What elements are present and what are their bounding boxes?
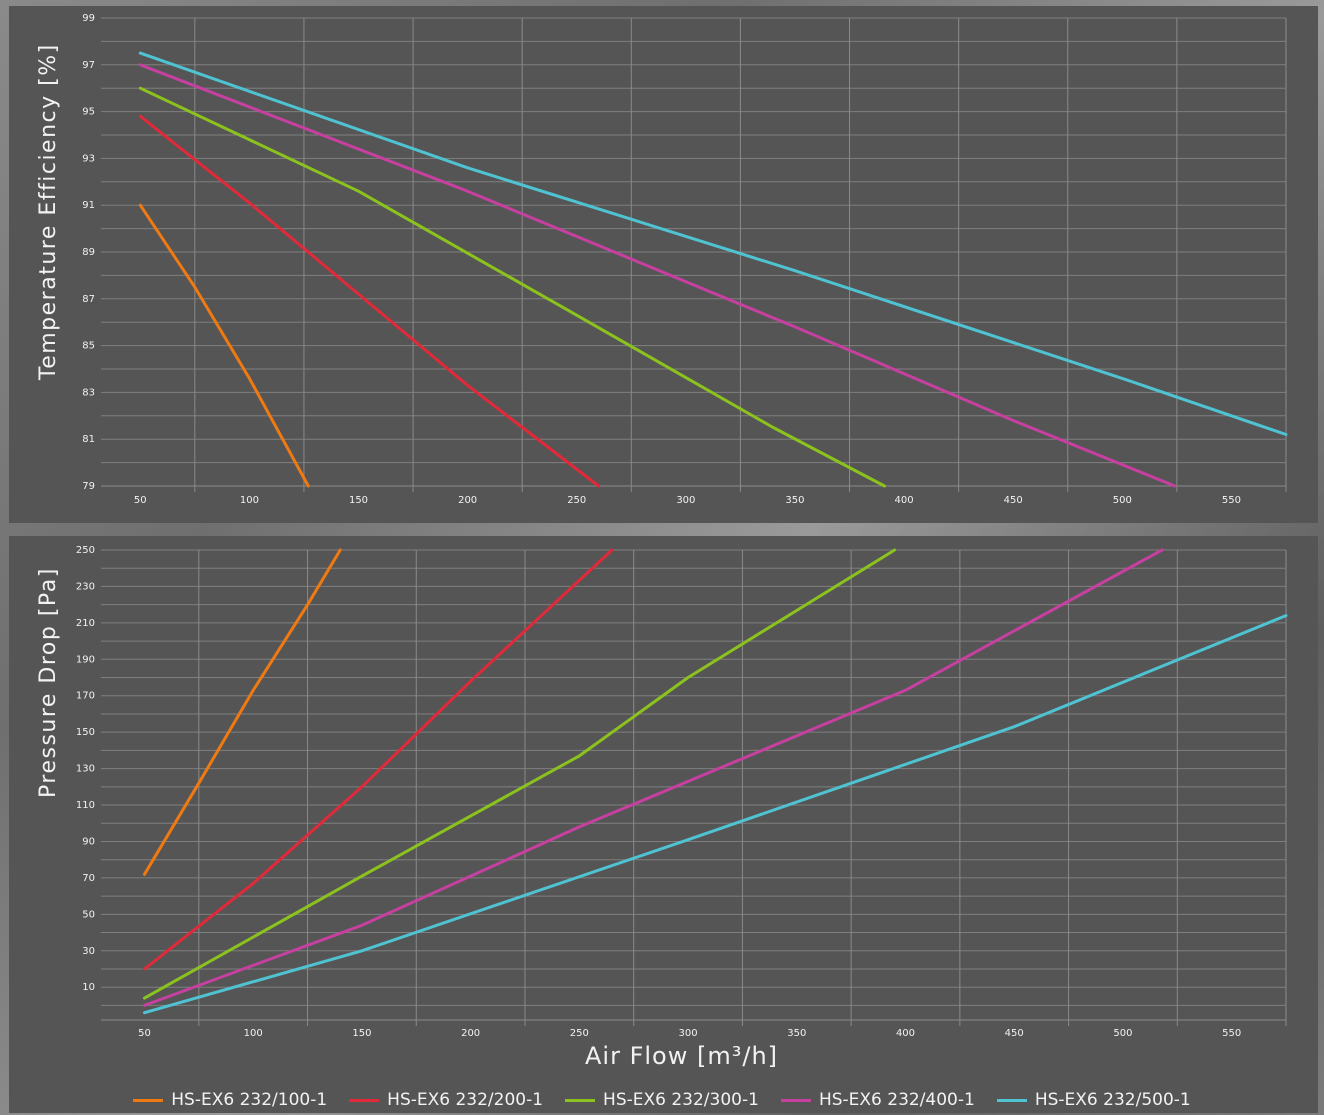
x-tick-label: 350 [787, 1028, 806, 1039]
legend-label: HS-EX6 232/500-1 [1034, 1090, 1191, 1110]
air-flow-x-axis-label: Air Flow [m³/h] [585, 1042, 779, 1070]
x-tick-label: 100 [240, 495, 259, 506]
legend: HS-EX6 232/100-1 HS-EX6 232/200-1 HS-EX6… [0, 1088, 1324, 1112]
x-tick-label: 250 [570, 1028, 589, 1039]
y-tick-label: 130 [76, 764, 95, 775]
y-tick-label: 81 [82, 434, 95, 445]
y-tick-label: 91 [82, 200, 95, 211]
y-tick-label: 90 [82, 836, 95, 847]
y-tick-label: 170 [76, 691, 95, 702]
legend-label: HS-EX6 232/300-1 [603, 1090, 759, 1110]
x-tick-label: 300 [676, 495, 695, 506]
pressure-chart: 50 100 150 200 250 300 350 400 450 500 550 10 30 50 70… [76, 545, 1288, 1039]
x-tick-label: 400 [895, 495, 914, 506]
legend-swatch [565, 1098, 596, 1102]
y-tick-label: 190 [76, 654, 95, 665]
legend-swatch [780, 1098, 811, 1102]
x-tick-label: 200 [458, 495, 477, 506]
legend-item: HS-EX6 232/200-1 [349, 1088, 543, 1112]
y-tick-label: 89 [82, 247, 95, 258]
legend-swatch [349, 1098, 380, 1102]
legend-label: HS-EX6 232/200-1 [387, 1090, 544, 1110]
pressure-series-line [143, 548, 1164, 1007]
x-tick-label: 100 [244, 1028, 263, 1039]
legend-label: HS-EX6 232/400-1 [818, 1090, 975, 1110]
legend-item: HS-EX6 232/300-1 [565, 1088, 759, 1112]
x-tick-label: 450 [1004, 495, 1023, 506]
y-tick-label: 10 [82, 982, 95, 993]
efficiency-series-line [138, 51, 1288, 436]
y-tick-label: 50 [82, 909, 95, 920]
legend-swatch [133, 1098, 164, 1102]
pressure-y-axis-label: Pressure Drop [Pa] [36, 567, 61, 798]
legend-item: HS-EX6 232/400-1 [780, 1088, 975, 1112]
x-tick-label: 500 [1113, 495, 1132, 506]
x-tick-label: 550 [1222, 1028, 1241, 1039]
y-tick-label: 150 [76, 727, 95, 738]
y-tick-label: 230 [76, 581, 95, 592]
y-tick-label: 250 [76, 545, 95, 556]
legend-item: HS-EX6 232/500-1 [996, 1088, 1191, 1112]
x-tick-label: 500 [1113, 1028, 1132, 1039]
x-tick-label: 50 [138, 1028, 151, 1039]
x-tick-label: 50 [134, 495, 147, 506]
legend-swatch [996, 1098, 1027, 1102]
efficiency-series-line [138, 114, 601, 488]
y-tick-label: 87 [82, 294, 95, 305]
x-tick-label: 550 [1222, 495, 1241, 506]
legend-item: HS-EX6 232/100-1 [133, 1088, 327, 1112]
x-tick-label: 150 [349, 495, 368, 506]
y-tick-label: 30 [82, 946, 95, 957]
y-tick-label: 110 [76, 800, 95, 811]
pressure-chart-panel: 50 100 150 200 250 300 350 400 450 500 550 10 30 50 70… [9, 536, 1318, 1113]
x-tick-label: 400 [896, 1028, 915, 1039]
pressure-series-line [143, 548, 897, 1000]
x-tick-label: 450 [1005, 1028, 1024, 1039]
efficiency-series-line [138, 203, 310, 488]
x-tick-label: 250 [567, 495, 586, 506]
x-tick-label: 350 [785, 495, 804, 506]
efficiency-series-line [138, 86, 886, 488]
pressure-series-line [143, 548, 614, 971]
y-tick-label: 97 [82, 60, 95, 71]
x-tick-label: 200 [461, 1028, 480, 1039]
pressure-series-line [143, 614, 1288, 1015]
y-tick-label: 70 [82, 873, 95, 884]
efficiency-series-line [138, 63, 1177, 488]
y-tick-label: 83 [82, 387, 95, 398]
x-tick-label: 300 [679, 1028, 698, 1039]
efficiency-y-axis-label: Temperature Efficiency [%] [36, 43, 61, 380]
x-tick-label: 150 [352, 1028, 371, 1039]
y-tick-label: 210 [76, 618, 95, 629]
y-tick-label: 85 [82, 341, 95, 352]
y-tick-label: 93 [82, 153, 95, 164]
legend-label: HS-EX6 232/100-1 [171, 1090, 328, 1110]
efficiency-chart: 50 100 150 200 250 300 350 400 450 500 550 79 81 83 85… [82, 13, 1288, 506]
pressure-series-line [143, 548, 342, 876]
y-tick-label: 99 [82, 13, 95, 24]
efficiency-chart-panel: 50 100 150 200 250 300 350 400 450 500 550 79 81 83 85… [9, 6, 1318, 523]
y-tick-label: 95 [82, 107, 95, 118]
y-tick-label: 79 [82, 481, 95, 492]
